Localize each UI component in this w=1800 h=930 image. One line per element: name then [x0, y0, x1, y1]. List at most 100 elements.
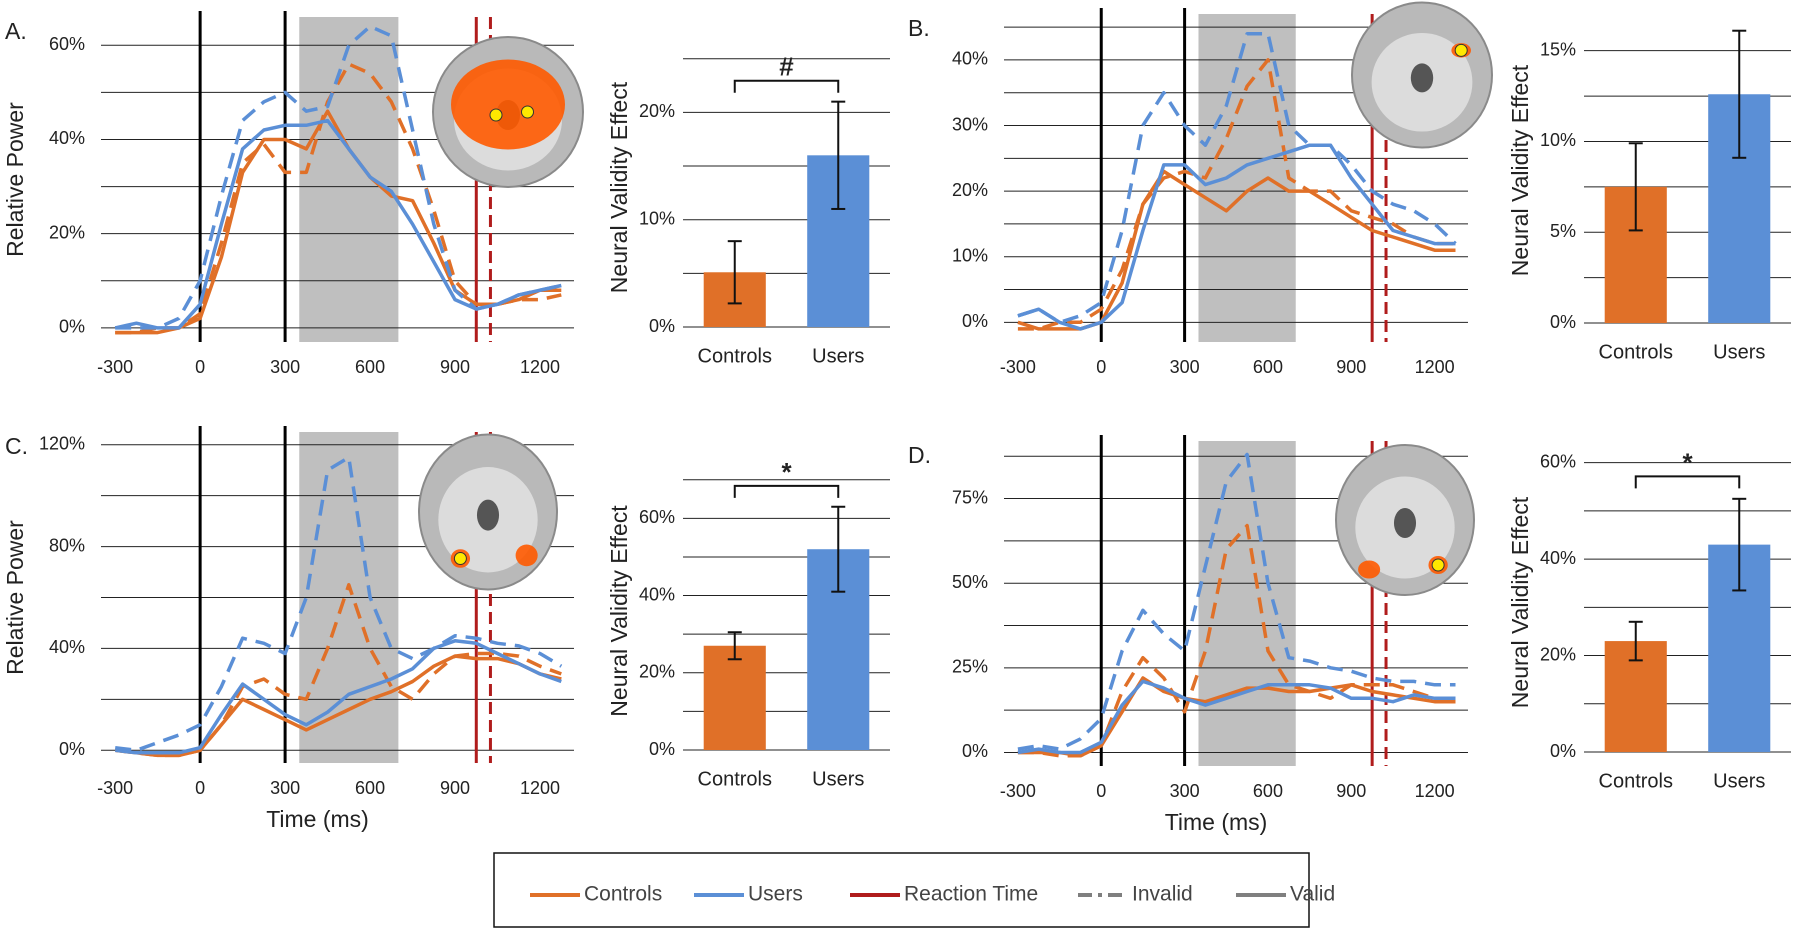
- y-tick-label: 0%: [59, 739, 85, 759]
- y-tick-label: 40%: [1540, 548, 1576, 568]
- activation-blob: [515, 544, 538, 567]
- x-tick-label: Users: [1713, 341, 1765, 363]
- stimulus-shade: [1198, 441, 1296, 766]
- x-axis-title: Time (ms): [266, 806, 369, 832]
- series-line: [1017, 452, 1456, 751]
- activation-blob: [451, 59, 565, 150]
- y-tick-label: 20%: [639, 662, 675, 682]
- legend-label: Invalid: [1132, 883, 1193, 906]
- series-line: [115, 24, 562, 330]
- y-tick-label: 0%: [59, 317, 85, 337]
- significance-bracket: [733, 484, 840, 498]
- x-tick-label: 300: [270, 778, 300, 798]
- y-tick-label: 15%: [1540, 39, 1576, 59]
- x-tick-label: 900: [440, 778, 470, 798]
- series-line: [1017, 676, 1456, 758]
- y-tick-label: 80%: [49, 535, 85, 555]
- series-line: [114, 639, 562, 755]
- y-tick-label: 0%: [1550, 312, 1576, 332]
- x-axis-title: Time (ms): [1165, 809, 1268, 835]
- significance-mark: *: [1682, 447, 1693, 477]
- y-tick-label: 60%: [1540, 451, 1576, 471]
- series-line: [1017, 523, 1456, 758]
- x-tick-label: 600: [355, 357, 385, 377]
- activation-peak: [453, 552, 467, 565]
- x-tick-label: Users: [1713, 770, 1765, 792]
- significance-bracket: [733, 79, 840, 93]
- y-tick-label: 10%: [1540, 130, 1576, 150]
- series-line: [114, 455, 563, 753]
- x-tick-label: Controls: [1599, 341, 1673, 363]
- series-line: [114, 118, 562, 330]
- x-tick-label: 1200: [520, 778, 560, 798]
- x-tick-label: Users: [812, 345, 864, 367]
- y-tick-label: 0%: [649, 316, 675, 336]
- y-tick-label: 25%: [952, 657, 988, 677]
- x-tick-label: 600: [1253, 357, 1283, 377]
- y-axis-title: Neural Validity Effect: [606, 505, 632, 717]
- x-tick-label: 0: [1096, 781, 1106, 801]
- stimulus-shade: [1198, 14, 1296, 342]
- y-tick-label: 40%: [49, 637, 85, 657]
- x-tick-label: 900: [1336, 781, 1366, 801]
- y-tick-label: 0%: [962, 311, 988, 331]
- brain-ventricle: [1393, 508, 1417, 538]
- panel-label: A.: [5, 18, 27, 44]
- y-tick-label: 40%: [639, 584, 675, 604]
- activation-peak: [521, 105, 534, 119]
- x-tick-label: -300: [1000, 357, 1036, 377]
- bar: [703, 645, 766, 750]
- x-tick-label: Users: [812, 768, 864, 790]
- y-tick-label: 60%: [49, 34, 85, 54]
- y-tick-label: 10%: [952, 245, 988, 265]
- y-tick-label: 5%: [1550, 221, 1576, 241]
- series-line: [114, 654, 562, 758]
- legend-label: Reaction Time: [904, 883, 1038, 906]
- y-axis-title: Relative Power: [2, 102, 28, 257]
- y-tick-label: 120%: [39, 433, 85, 453]
- activation-peak: [1431, 558, 1445, 572]
- panel-label: D.: [908, 442, 931, 468]
- legend-label: Users: [748, 883, 803, 906]
- y-tick-label: 20%: [639, 101, 675, 121]
- x-tick-label: 1200: [1415, 781, 1455, 801]
- legend-label: Valid: [1290, 883, 1335, 906]
- series-line: [1017, 143, 1456, 331]
- x-tick-label: Controls: [698, 345, 772, 367]
- x-tick-label: 1200: [520, 357, 560, 377]
- y-tick-label: 20%: [952, 180, 988, 200]
- panel-label: B.: [908, 15, 930, 41]
- y-tick-label: 20%: [49, 222, 85, 242]
- y-tick-label: 0%: [962, 741, 988, 761]
- x-tick-label: 0: [195, 357, 205, 377]
- brain-image: [1335, 444, 1475, 596]
- brain-image: [432, 36, 584, 188]
- y-tick-label: 40%: [952, 49, 988, 69]
- y-axis-title: Relative Power: [2, 520, 28, 675]
- x-tick-label: -300: [97, 778, 133, 798]
- x-tick-label: 1200: [1415, 357, 1455, 377]
- x-tick-label: 0: [1096, 357, 1106, 377]
- legend-box: [493, 852, 1310, 928]
- x-tick-label: Controls: [698, 768, 772, 790]
- x-tick-label: -300: [97, 357, 133, 377]
- panel-label: C.: [5, 433, 28, 459]
- stimulus-shade: [299, 17, 399, 342]
- x-tick-label: 600: [355, 778, 385, 798]
- x-tick-label: 900: [1336, 357, 1366, 377]
- significance-mark: #: [779, 52, 794, 82]
- brain-image: [418, 433, 558, 591]
- x-tick-label: 300: [1170, 357, 1200, 377]
- x-tick-label: Controls: [1599, 770, 1673, 792]
- x-tick-label: 0: [195, 778, 205, 798]
- y-axis-title: Neural Validity Effect: [1507, 64, 1533, 276]
- x-tick-label: 300: [270, 357, 300, 377]
- y-tick-label: 0%: [649, 739, 675, 759]
- brain-image: [1351, 1, 1493, 149]
- y-tick-label: 20%: [1540, 644, 1576, 664]
- series-line: [115, 62, 562, 335]
- significance-mark: *: [781, 457, 792, 487]
- x-tick-label: 600: [1253, 781, 1283, 801]
